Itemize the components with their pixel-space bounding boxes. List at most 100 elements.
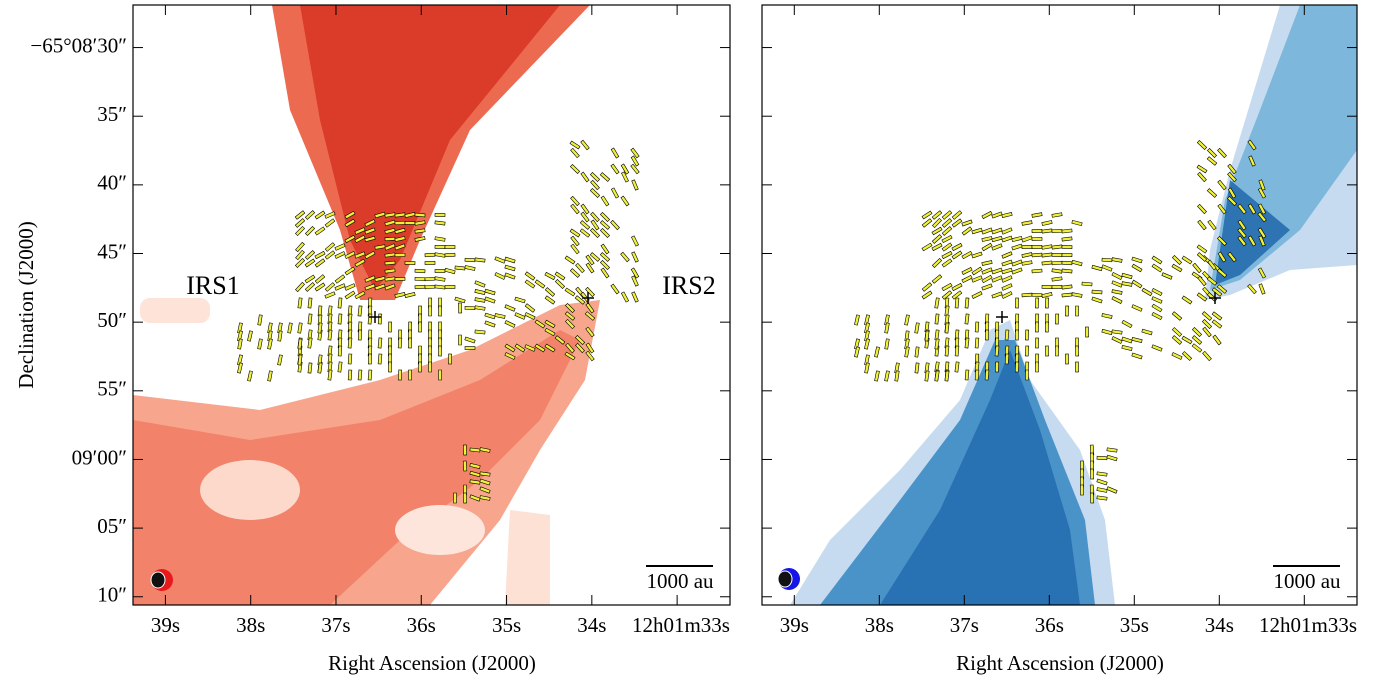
polarization-segment [1121,319,1133,329]
polarization-segment [1045,345,1049,357]
polarization-segment [590,179,600,191]
polarization-segment [585,350,595,362]
polarization-segment [941,234,953,244]
polarization-segment [1051,244,1063,250]
polarization-segment [1258,179,1266,191]
axes-frame [761,4,1358,606]
polarization-segment [337,361,343,373]
polarization-segment [448,353,452,365]
polarization-segment [474,280,486,288]
polarization-segment [874,370,880,382]
polarization-segment [569,164,581,174]
polarization-segment [575,262,585,274]
polarization-segment [1051,276,1063,282]
polarization-segment [1216,235,1228,247]
polarization-segment [1021,220,1033,226]
polarization-segment [1237,219,1247,231]
polarization-segment [1051,252,1063,258]
polarization-segment [570,235,580,247]
polarization-segment [504,320,516,328]
polarization-segment [854,338,860,350]
polarization-segment [444,245,456,249]
polarization-segment [584,311,596,321]
polarization-segment [1031,244,1043,250]
polarization-segment [1131,256,1143,264]
polarization-segment [534,343,546,353]
polarization-segment [1151,255,1163,265]
polarization-segment [1011,259,1023,267]
red-emission [133,5,600,605]
polarization-segment [1096,471,1108,477]
polarization-segment [574,335,586,345]
polarization-segment [424,276,436,282]
polarization-segment [394,253,406,257]
polarization-segment [564,287,576,297]
polarization-segment [1257,211,1267,223]
polarization-segment [314,274,326,284]
polarization-segment [324,218,336,228]
polarization-segment [1071,292,1083,298]
polarization-segment [474,257,486,263]
polarization-segment [1041,220,1053,226]
polarization-segment [394,292,406,298]
polarization-segment [991,235,1003,243]
polarization-segment [951,242,963,252]
annotation: IRS1 [186,271,239,300]
polarization-segment [1041,252,1053,258]
polarization-segment [1201,311,1213,321]
polarization-segment [1227,251,1237,263]
polarization-segment [295,225,305,237]
polarization-segment [944,370,950,382]
polarization-segment [414,268,426,274]
polarization-segment [1089,468,1095,480]
polarization-segment [1080,484,1084,496]
polarization-segment [295,249,305,261]
polarization-segment [1151,287,1163,297]
polarization-segment [304,225,316,237]
polarization-segment [354,227,366,235]
polarization-segment [1121,336,1133,344]
polarization-segment [1075,305,1079,317]
polarization-segment [388,361,392,373]
polarization-segment [297,322,303,334]
polarization-segment [944,322,950,334]
polarization-segment [1206,147,1218,159]
polarization-vectors [237,139,1267,504]
x-tick-label: 38s [236,613,265,637]
polarization-segment [357,369,363,381]
polarization-segment [1061,268,1073,274]
polarization-segment [1091,296,1103,304]
polarization-segment [864,362,870,374]
polarization-segment [1121,272,1133,280]
polarization-segment [1031,212,1043,218]
polarization-segment [610,163,620,175]
polarization-segment [1111,280,1123,288]
polarization-segment [580,203,590,215]
polarization-segment [971,266,983,276]
polarization-segment [1171,263,1183,273]
polarization-segment [469,463,481,469]
polarization-segment [941,258,953,268]
polarization-segment [1181,335,1193,345]
polarization-segment [1021,292,1033,298]
polarization-segment [934,313,940,325]
polarization-segment [1141,287,1153,297]
polarization-segment [934,297,940,309]
polarization-segment [354,251,366,259]
scale-bar-label: 1000 au [646,569,714,593]
polarization-segment [479,495,491,501]
polarization-segment [464,265,476,271]
polarization-segment [444,285,456,289]
polarization-segment [324,250,336,260]
polarization-segment [884,370,890,382]
polarization-segment [1061,245,1073,249]
polarization-segment [585,262,595,274]
polarization-segment [474,289,486,295]
polarization-segment [469,494,481,502]
polarization-segment [599,259,611,271]
polarization-segment [961,267,973,275]
polarization-segment [1171,335,1183,345]
polarization-segment [237,354,243,366]
polarization-segment [1085,326,1089,338]
polarization-segment [1257,267,1267,279]
